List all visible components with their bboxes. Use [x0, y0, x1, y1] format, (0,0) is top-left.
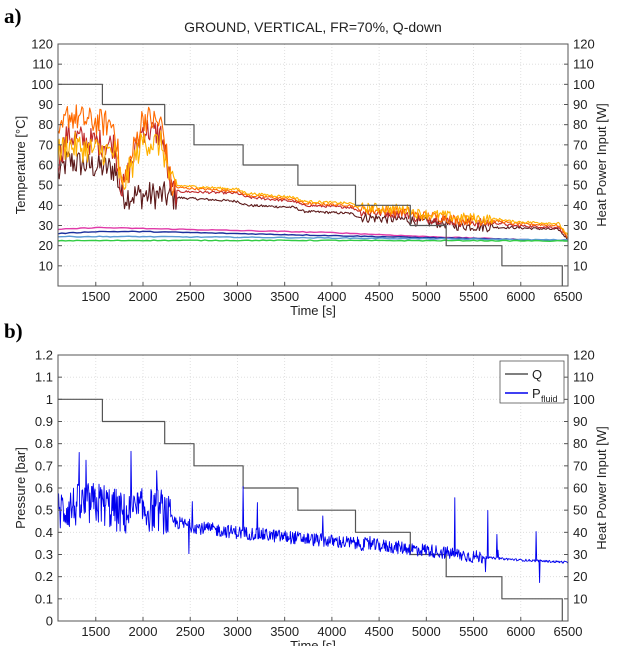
x-tick-label: 5000: [412, 289, 441, 304]
y2-tick-label: 40: [573, 525, 587, 540]
y-tick-label: 70: [39, 137, 53, 152]
x-tick-label: 5000: [412, 624, 441, 639]
x-tick-label: 3500: [270, 624, 299, 639]
x-axis-label: Time [s]: [290, 303, 336, 318]
x-tick-label: 2500: [176, 289, 205, 304]
y-tick-label: 0: [46, 614, 53, 629]
y-tick-label: 1: [46, 392, 53, 407]
y2-tick-label: 40: [573, 198, 587, 213]
pfluid-pressure-line: [58, 450, 568, 583]
y2-tick-label: 60: [573, 481, 587, 496]
x-tick-label: 2000: [129, 624, 158, 639]
x-tick-label: 5500: [459, 289, 488, 304]
y-tick-label: 1.1: [35, 370, 53, 385]
y2-tick-label: 80: [573, 117, 587, 132]
x-tick-label: 6500: [554, 624, 583, 639]
plot-content: [58, 83, 568, 286]
legend-label: Q: [532, 367, 542, 382]
x-tick-label: 3000: [223, 624, 252, 639]
y-tick-label: 90: [39, 97, 53, 112]
chart-title: GROUND, VERTICAL, FR=70%, Q-down: [184, 19, 442, 35]
y-tick-label: 50: [39, 178, 53, 193]
y2-tick-label: 20: [573, 569, 587, 584]
temperature-series-line: [58, 230, 568, 242]
y-tick-label: 120: [31, 37, 53, 52]
panel-a-temperature-chart: 1500 2000 2500 3000 3500 4000 4500 5000 5500 6000…: [4, 4, 609, 318]
y-tick-label: 80: [39, 117, 53, 132]
y2-tick-label: 100: [573, 392, 595, 407]
panel-b-pressure-chart: 1500 2000 2500 3000 3500 4000 4500 5000 5500 6000…: [4, 319, 609, 646]
x-tick-label: 4500: [365, 289, 394, 304]
y2-tick-label: 80: [573, 436, 587, 451]
y-tick-label: 40: [39, 198, 53, 213]
q-heat-power-line: [58, 398, 563, 621]
y2-tick-label: 110: [573, 57, 594, 72]
plot-content: [58, 398, 568, 621]
y2-tick-label: 10: [573, 591, 587, 606]
x-tick-label: 6000: [506, 624, 535, 639]
y2-tick-label: 70: [573, 458, 587, 473]
y2-tick-label: 120: [573, 37, 595, 52]
y-tick-label: 0.6: [35, 481, 53, 496]
temperature-series-line: [58, 239, 568, 242]
y2-tick-label: 30: [573, 218, 587, 233]
panel-label: a): [4, 4, 22, 28]
y-tick-label: 100: [31, 77, 53, 92]
y-axis-label: Pressure [bar]: [13, 447, 28, 529]
y-tick-label: 0.7: [35, 458, 53, 473]
temperature-series-line: [58, 130, 568, 236]
panel-label: b): [4, 319, 23, 343]
y-tick-label: 10: [39, 258, 53, 273]
x-tick-label: 1500: [81, 289, 110, 304]
y-tick-label: 0.5: [35, 503, 53, 518]
y2-tick-label: 100: [573, 77, 595, 92]
y2-tick-label: 90: [573, 414, 587, 429]
y-tick-label: 0.9: [35, 414, 53, 429]
x-tick-label: 6000: [506, 289, 535, 304]
y2-tick-label: 50: [573, 178, 587, 193]
y-tick-label: 0.3: [35, 547, 53, 562]
y2-tick-label: 50: [573, 503, 587, 518]
y2-tick-label: 60: [573, 158, 587, 173]
x-axis-label: Time [s]: [290, 638, 336, 646]
x-tick-label: 2500: [176, 624, 205, 639]
temperature-series-line: [58, 235, 568, 241]
x-tick-label: 3500: [270, 289, 299, 304]
legend-label: P: [532, 386, 541, 401]
x-tick-label: 4000: [317, 289, 346, 304]
y-tick-label: 1.2: [35, 348, 53, 363]
y2-tick-label: 30: [573, 547, 587, 562]
y2-tick-label: 110: [573, 370, 594, 385]
y-tick-label: 30: [39, 218, 53, 233]
y2-axis-label: Heat Power Input [W]: [594, 426, 609, 550]
y-tick-label: 0.1: [35, 591, 53, 606]
temperature-series-line: [58, 151, 568, 241]
y2-axis-label: Heat Power Input [W]: [594, 103, 609, 227]
x-tick-label: 3000: [223, 289, 252, 304]
y-tick-label: 0.8: [35, 436, 53, 451]
y2-tick-label: 120: [573, 348, 595, 363]
x-tick-label: 4000: [317, 624, 346, 639]
legend-box: [499, 360, 565, 404]
x-tick-label: 4500: [365, 624, 394, 639]
y-tick-label: 0.2: [35, 569, 53, 584]
y-tick-label: 0.4: [35, 525, 53, 540]
y-tick-label: 110: [32, 57, 53, 72]
y-axis-label: Temperature [°C]: [13, 116, 28, 214]
x-tick-label: 5500: [459, 624, 488, 639]
x-tick-label: 2000: [129, 289, 158, 304]
y-tick-label: 20: [39, 238, 53, 253]
y-tick-label: 60: [39, 158, 53, 173]
legend-label-subscript: fluid: [541, 394, 558, 404]
y2-tick-label: 90: [573, 97, 587, 112]
x-tick-label: 1500: [81, 624, 110, 639]
heat-power-step-line: [58, 83, 563, 286]
y2-tick-label: 70: [573, 137, 587, 152]
y2-tick-label: 10: [573, 258, 587, 273]
x-tick-label: 6500: [554, 289, 583, 304]
y2-tick-label: 20: [573, 238, 587, 253]
